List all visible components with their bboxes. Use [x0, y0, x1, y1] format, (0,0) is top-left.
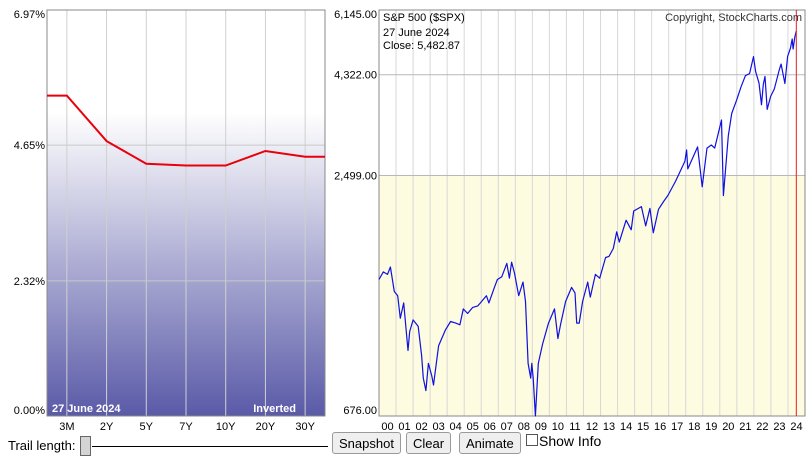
yield-xtick-label: 5Y	[140, 421, 154, 432]
yield-xtick-label: 7Y	[179, 421, 193, 432]
spx-copyright: Copyright, StockCharts.com	[665, 12, 802, 24]
show-info-label: Show Info	[539, 433, 602, 449]
spx-info-close: Close: 5,482.87	[383, 40, 460, 52]
yield-date-label: 27 June 2024	[52, 403, 121, 415]
trail-length-label: Trail length:	[8, 438, 76, 453]
spx-xtick-label: 19	[705, 421, 717, 432]
spx-xtick-label: 17	[671, 421, 683, 432]
trail-length-slider-thumb[interactable]	[80, 436, 91, 456]
spx-xtick-label: 08	[518, 421, 530, 432]
spx-xtick-label: 09	[535, 421, 547, 432]
spx-price-line	[378, 30, 797, 417]
spx-xtick-label: 07	[501, 421, 513, 432]
clear-button[interactable]: Clear	[406, 432, 452, 454]
spx-ytick-label: 4,322.00	[334, 70, 377, 82]
trail-length-track[interactable]	[92, 446, 328, 447]
spx-xtick-label: 10	[552, 421, 564, 432]
spx-xtick-label: 20	[722, 421, 734, 432]
spx-xtick-label: 13	[603, 421, 615, 432]
spx-xtick-label: 01	[398, 421, 410, 432]
spx-xtick-label: 06	[484, 421, 496, 432]
spx-xtick-label: 03	[433, 421, 445, 432]
yield-xtick-label: 3M	[59, 421, 74, 432]
animate-button[interactable]: Animate	[459, 432, 521, 454]
yield-curve-chart: 0.00% 2.32% 4.65% 6.97% 3M 2Y 5Y 7Y 10Y 20Y 30Y 27 …	[14, 9, 326, 432]
yield-ytick-label: 4.65%	[14, 140, 45, 152]
yield-xtick-label: 2Y	[100, 421, 114, 432]
spx-xtick-label: 05	[467, 421, 479, 432]
spx-xtick-label: 21	[739, 421, 751, 432]
spx-info-date: 27 June 2024	[383, 27, 450, 39]
yield-xtick-label: 10Y	[216, 421, 236, 432]
spx-title: S&P 500 ($SPX)	[383, 12, 465, 24]
spx-ytick-label: 676.00	[343, 405, 377, 417]
yield-inverted-label: Inverted	[253, 403, 296, 415]
spx-ytick-label: 2,499.00	[334, 171, 377, 183]
spx-ytick-label: 6,145.00	[334, 9, 377, 21]
spx-lower-shade	[379, 175, 805, 416]
yield-ytick-label: 6.97%	[14, 9, 45, 21]
show-info-checkbox[interactable]	[526, 434, 538, 446]
yield-ytick-label: 2.32%	[14, 276, 45, 288]
spx-xtick-label: 15	[637, 421, 649, 432]
spx-xtick-label: 11	[569, 421, 580, 432]
yield-plot-frame	[46, 9, 326, 417]
spx-xtick-label: 16	[654, 421, 666, 432]
spx-xtick-label: 22	[756, 421, 768, 432]
spx-xtick-label: 24	[790, 421, 802, 432]
yield-xtick-label: 20Y	[256, 421, 276, 432]
spx-xtick-label: 23	[773, 421, 785, 432]
spx-xtick-label: 18	[688, 421, 700, 432]
spx-xtick-label: 00	[381, 421, 393, 432]
spx-xtick-label: 12	[586, 421, 598, 432]
yield-xtick-label: 30Y	[295, 421, 315, 432]
spx-xtick-label: 14	[620, 421, 632, 432]
spx-plot-frame	[378, 9, 806, 417]
spx-xtick-label: 02	[415, 421, 427, 432]
sp500-chart: 676.00 2,499.00 4,322.00 6,145.00 00 01 02 03 04…	[334, 9, 806, 432]
yield-ytick-label: 0.00%	[14, 405, 45, 417]
snapshot-button[interactable]: Snapshot	[332, 432, 401, 454]
spx-xtick-label: 04	[450, 421, 462, 432]
